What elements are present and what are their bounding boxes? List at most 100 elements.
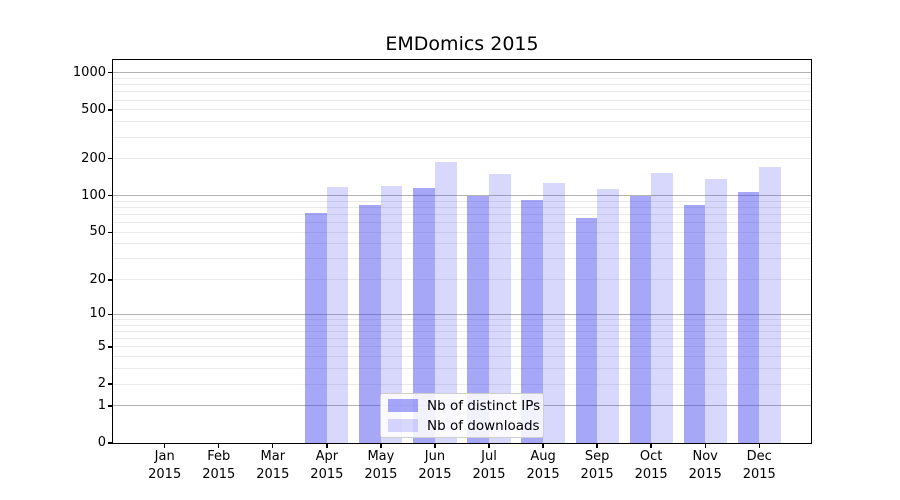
x-tick-label: Dec 2015 bbox=[742, 449, 776, 482]
bar-downloads-jun bbox=[434, 162, 457, 443]
gridline-minor bbox=[113, 279, 811, 281]
bar-distinct-ips-jun bbox=[413, 188, 435, 443]
gridline-minor bbox=[113, 99, 811, 101]
gridline-minor bbox=[113, 206, 811, 208]
y-tick-mark bbox=[108, 279, 113, 281]
legend-swatch-distinct-ips-icon bbox=[388, 399, 418, 412]
y-tick-label: 200 bbox=[81, 150, 106, 166]
chart-title: EMDomics 2015 bbox=[385, 33, 539, 55]
y-tick-mark bbox=[108, 383, 113, 385]
y-tick-label: 2 bbox=[97, 376, 106, 392]
x-tick-mark bbox=[164, 443, 166, 448]
y-tick-label: 10 bbox=[89, 306, 106, 322]
gridline-minor bbox=[113, 121, 811, 123]
gridline-minor bbox=[113, 109, 811, 111]
x-tick-mark bbox=[434, 443, 436, 448]
gridline-minor bbox=[113, 136, 811, 138]
x-tick-mark bbox=[272, 443, 274, 448]
x-tick-mark bbox=[596, 443, 598, 448]
bar-downloads-jul bbox=[489, 173, 511, 443]
gridline-minor bbox=[113, 338, 811, 340]
bar-distinct-ips-oct bbox=[629, 195, 652, 443]
legend-label-distinct-ips: Nb of distinct IPs bbox=[427, 397, 541, 414]
gridline-major bbox=[113, 313, 811, 315]
x-tick-label: Jul 2015 bbox=[472, 449, 506, 482]
gridline-minor bbox=[113, 324, 811, 326]
gridline-minor bbox=[113, 214, 811, 216]
bar-downloads-sep bbox=[597, 189, 619, 443]
gridline-minor bbox=[113, 368, 811, 370]
bar-distinct-ips-may bbox=[359, 204, 381, 443]
x-tick-label: Jan 2015 bbox=[148, 449, 182, 482]
gridline-minor bbox=[113, 158, 811, 160]
gridline-minor bbox=[113, 91, 811, 93]
gridline-minor bbox=[113, 243, 811, 245]
y-tick-mark bbox=[108, 158, 113, 160]
y-tick-mark bbox=[108, 313, 113, 316]
x-tick-mark bbox=[758, 443, 760, 448]
bar-distinct-ips-nov bbox=[683, 204, 706, 443]
gridline-minor bbox=[113, 77, 811, 79]
bar-distinct-ips-apr bbox=[305, 213, 327, 443]
x-tick-mark bbox=[542, 443, 544, 448]
legend-row-distinct-ips: Nb of distinct IPs bbox=[381, 398, 543, 414]
x-tick-mark bbox=[326, 443, 328, 448]
bar-distinct-ips-dec bbox=[737, 192, 760, 443]
x-tick-label: Jun 2015 bbox=[418, 449, 452, 482]
x-tick-label: May 2015 bbox=[364, 449, 398, 482]
y-tick-label: 1000 bbox=[72, 64, 106, 80]
y-tick-label: 100 bbox=[81, 187, 106, 203]
bar-distinct-ips-jul bbox=[467, 195, 489, 443]
gridline-major bbox=[113, 72, 811, 74]
gridline-minor bbox=[113, 200, 811, 202]
y-tick-mark bbox=[108, 405, 113, 407]
x-tick-label: Apr 2015 bbox=[310, 449, 344, 482]
gridline-minor bbox=[113, 356, 811, 358]
bar-downloads-dec bbox=[759, 167, 781, 443]
bar-distinct-ips-sep bbox=[575, 217, 598, 443]
plot-area bbox=[113, 59, 811, 443]
y-tick-label: 500 bbox=[81, 101, 106, 117]
y-tick-mark bbox=[108, 231, 113, 233]
bar-downloads-oct bbox=[651, 173, 673, 443]
y-tick-label: 50 bbox=[89, 224, 106, 240]
legend: Nb of distinct IPs Nb of downloads bbox=[380, 393, 544, 438]
gridline-minor bbox=[113, 319, 811, 321]
x-tick-mark bbox=[650, 443, 652, 448]
legend-label-downloads: Nb of downloads bbox=[427, 417, 540, 434]
bar-downloads-apr bbox=[326, 186, 349, 443]
y-tick-label: 1 bbox=[97, 397, 106, 413]
gridline-minor bbox=[113, 84, 811, 86]
x-tick-mark bbox=[488, 443, 490, 448]
bar-downloads-may bbox=[380, 185, 403, 443]
gridline-minor bbox=[113, 258, 811, 260]
y-tick-label: 0 bbox=[97, 435, 106, 450]
bar-distinct-ips-aug bbox=[521, 200, 544, 443]
y-tick-mark bbox=[108, 346, 113, 348]
gridline-minor bbox=[113, 222, 811, 224]
legend-swatch-downloads-icon bbox=[388, 419, 418, 432]
x-tick-label: Oct 2015 bbox=[634, 449, 668, 482]
x-tick-label: Mar 2015 bbox=[256, 449, 290, 482]
legend-row-downloads: Nb of downloads bbox=[381, 418, 543, 434]
y-tick-mark bbox=[108, 72, 113, 74]
x-tick-mark bbox=[218, 443, 220, 448]
y-tick-label: 20 bbox=[89, 271, 106, 287]
y-tick-mark bbox=[108, 109, 113, 111]
x-tick-label: Feb 2015 bbox=[202, 449, 236, 482]
x-tick-label: Nov 2015 bbox=[688, 449, 722, 482]
x-tick-mark bbox=[704, 443, 706, 448]
gridline-minor bbox=[113, 346, 811, 348]
gridline-minor bbox=[113, 231, 811, 233]
y-tick-mark bbox=[108, 442, 113, 444]
gridline-minor bbox=[113, 383, 811, 385]
x-tick-mark bbox=[380, 443, 382, 448]
y-tick-label: 5 bbox=[97, 338, 106, 354]
bar-downloads-nov bbox=[705, 178, 727, 443]
x-tick-label: Sep 2015 bbox=[580, 449, 614, 482]
gridline-minor bbox=[113, 331, 811, 333]
gridline-major bbox=[113, 195, 811, 197]
x-tick-label: Aug 2015 bbox=[526, 449, 560, 482]
bar-downloads-aug bbox=[543, 183, 565, 443]
